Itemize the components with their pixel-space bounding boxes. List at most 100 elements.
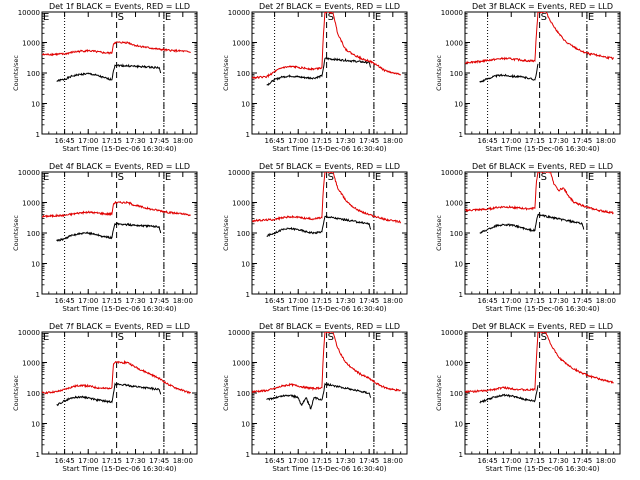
x-tick-label: 18:00	[596, 137, 616, 145]
event-marker-label: E	[588, 332, 594, 343]
x-tick-label: 17:00	[78, 297, 98, 305]
y-axis-label: Counts/sec	[12, 375, 20, 411]
x-tick-label: 17:15	[312, 457, 332, 465]
x-tick-label: 17:30	[125, 297, 145, 305]
x-axis-label: Start Time (15-Dec-06 16:30:40)	[272, 305, 386, 313]
x-tick-label: 18:00	[173, 297, 193, 305]
x-tick-label: 18:00	[596, 297, 616, 305]
x-axis-label: Start Time (15-Dec-06 16:30:40)	[62, 145, 176, 153]
event-marker-label: E	[588, 172, 594, 183]
y-tick-label: 10000	[18, 169, 40, 177]
detector-panel: Det 1f BLACK = Events, RED = LLD 1 10 100 10…	[12, 2, 198, 153]
events-series-line	[266, 215, 372, 237]
event-marker-label: S	[118, 332, 124, 343]
y-tick-label: 10	[241, 421, 250, 429]
x-tick-label: 17:30	[335, 297, 355, 305]
x-tick-label: 17:15	[102, 457, 122, 465]
event-marker-label: E	[165, 172, 171, 183]
y-tick-label: 10000	[441, 9, 463, 17]
event-marker-label: E	[375, 172, 381, 183]
x-axis-label: Start Time (15-Dec-06 16:30:40)	[272, 145, 386, 153]
y-tick-label: 1	[36, 131, 40, 139]
y-tick-label: 1000	[445, 40, 463, 48]
x-tick-label: 16:45	[477, 137, 497, 145]
panel-title: Det 4f BLACK = Events, RED = LLD	[49, 162, 190, 171]
x-tick-label: 18:00	[383, 457, 403, 465]
panel-title: Det 2f BLACK = Events, RED = LLD	[259, 2, 400, 11]
plot-frame	[464, 171, 621, 295]
detector-panel: Det 4f BLACK = Events, RED = LLD 1 10 100 10…	[12, 162, 198, 313]
y-tick-label: 100	[27, 70, 40, 78]
y-tick-label: 1	[36, 291, 40, 299]
x-axis-label: Start Time (15-Dec-06 16:30:40)	[485, 465, 599, 473]
x-tick-label: 17:45	[149, 297, 169, 305]
x-tick-label: 17:30	[548, 457, 568, 465]
y-axis-label: Counts/sec	[435, 215, 443, 251]
x-tick-label: 17:00	[288, 137, 308, 145]
event-marker-label: E	[43, 332, 49, 343]
x-tick-label: 17:45	[359, 297, 379, 305]
y-tick-label: 10	[241, 101, 250, 109]
y-tick-label: 1	[459, 291, 463, 299]
x-axis-label: Start Time (15-Dec-06 16:30:40)	[62, 305, 176, 313]
x-tick-label: 18:00	[383, 297, 403, 305]
x-tick-label: 16:45	[264, 457, 284, 465]
x-tick-label: 17:15	[525, 297, 545, 305]
plot-frame	[464, 331, 621, 455]
y-tick-label: 100	[450, 390, 463, 398]
event-marker-label: S	[328, 12, 334, 23]
y-axis-label: Counts/sec	[435, 55, 443, 91]
x-tick-label: 17:00	[501, 137, 521, 145]
panel-title: Det 3f BLACK = Events, RED = LLD	[472, 2, 613, 11]
lld-series-line	[252, 12, 402, 80]
x-tick-label: 17:15	[525, 137, 545, 145]
x-axis-label: Start Time (15-Dec-06 16:30:40)	[485, 305, 599, 313]
event-marker-label: E	[43, 172, 49, 183]
x-tick-label: 16:45	[264, 137, 284, 145]
x-tick-label: 17:15	[312, 297, 332, 305]
x-tick-label: 18:00	[596, 457, 616, 465]
lld-series-line	[42, 359, 192, 395]
events-series-line	[266, 382, 372, 410]
y-tick-label: 1	[246, 131, 250, 139]
x-tick-label: 17:30	[335, 457, 355, 465]
x-tick-label: 18:00	[173, 457, 193, 465]
event-marker-label: S	[328, 332, 334, 343]
event-marker-label: S	[541, 172, 547, 183]
events-series-line	[266, 57, 372, 86]
panel-title: Det 8f BLACK = Events, RED = LLD	[259, 322, 400, 331]
panel-title: Det 5f BLACK = Events, RED = LLD	[259, 162, 400, 171]
events-series-line	[56, 63, 162, 83]
lld-series-line	[42, 200, 191, 219]
lld-series-line	[252, 172, 402, 224]
y-tick-label: 10	[31, 101, 40, 109]
y-axis-label: Counts/sec	[222, 55, 230, 91]
x-tick-label: 17:00	[288, 457, 308, 465]
x-tick-label: 17:15	[525, 457, 545, 465]
plot-frame	[41, 331, 198, 455]
x-tick-label: 17:00	[501, 297, 521, 305]
detector-panel: Det 9f BLACK = Events, RED = LLD 1 10 100 10…	[435, 322, 621, 473]
y-tick-label: 10000	[228, 169, 250, 177]
event-marker-label: E	[588, 12, 594, 23]
y-tick-label: 100	[27, 230, 40, 238]
events-series-line	[479, 385, 539, 404]
event-marker-label: E	[43, 12, 49, 23]
lld-series-line	[465, 172, 614, 215]
y-tick-label: 1	[459, 451, 463, 459]
y-tick-label: 10	[31, 261, 40, 269]
y-tick-label: 100	[237, 390, 250, 398]
y-tick-label: 1	[459, 131, 463, 139]
lld-series-line	[42, 40, 191, 57]
y-tick-label: 1	[246, 291, 250, 299]
plot-frame	[41, 11, 198, 135]
x-tick-label: 17:00	[501, 457, 521, 465]
events-series-line	[56, 382, 162, 407]
plot-frame	[251, 331, 408, 455]
x-tick-label: 17:15	[312, 137, 332, 145]
x-tick-label: 17:30	[125, 137, 145, 145]
event-marker-label: S	[328, 172, 334, 183]
detector-panel: Det 7f BLACK = Events, RED = LLD 1 10 100 10…	[12, 322, 198, 473]
x-tick-label: 17:30	[548, 297, 568, 305]
lld-series-line	[252, 332, 402, 394]
